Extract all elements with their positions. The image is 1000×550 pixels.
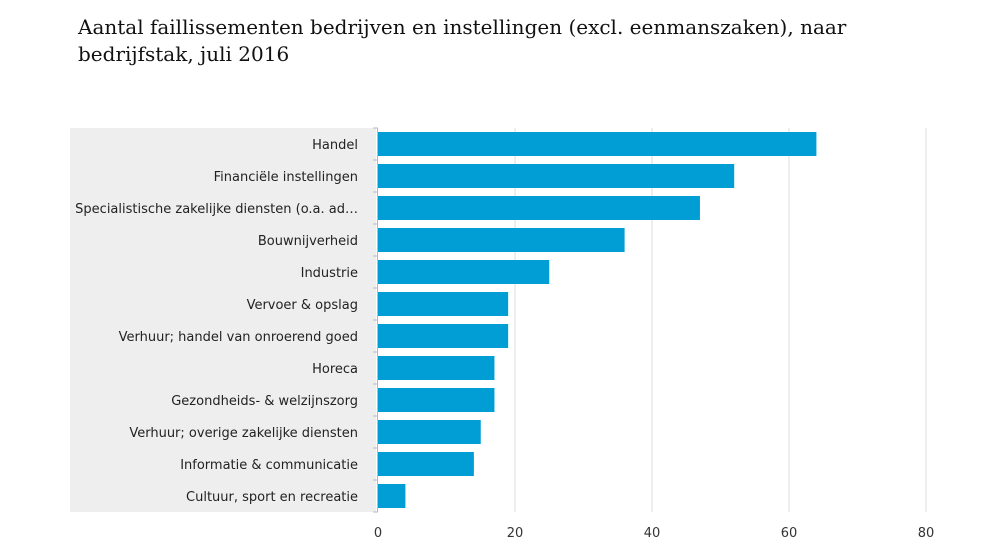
category-label-panel xyxy=(70,128,376,512)
category-label: Cultuur, sport en recreatie xyxy=(186,490,358,505)
category-label: Specialistische zakelijke diensten (o.a.… xyxy=(75,202,358,217)
x-tick-label: 0 xyxy=(374,526,382,541)
bar xyxy=(378,388,495,412)
category-label: Vervoer & opslag xyxy=(247,298,358,313)
bar xyxy=(378,324,509,348)
category-label: Verhuur; handel van onroerend goed xyxy=(119,330,358,345)
bar xyxy=(378,164,735,188)
x-axis: 0 20 40 60 80 xyxy=(374,526,934,541)
bars xyxy=(378,132,817,508)
category-label: Financiële instellingen xyxy=(214,170,358,185)
x-tick-label: 80 xyxy=(918,526,935,541)
x-tick-label: 20 xyxy=(507,526,524,541)
grid-lines xyxy=(373,127,927,513)
category-label: Gezondheids- & welzijnszorg xyxy=(171,394,358,409)
x-tick-label: 60 xyxy=(781,526,798,541)
bar xyxy=(378,420,481,444)
bar xyxy=(378,260,550,284)
bar xyxy=(378,196,700,220)
category-label: Handel xyxy=(312,138,358,153)
category-label: Verhuur; overige zakelijke diensten xyxy=(129,426,358,441)
category-labels: Handel Financiële instellingen Specialisti… xyxy=(75,138,358,505)
category-label: Bouwnijverheid xyxy=(258,234,358,249)
category-label: Industrie xyxy=(301,266,358,281)
bar xyxy=(378,132,817,156)
category-label: Horeca xyxy=(312,362,358,377)
bar xyxy=(378,484,406,508)
category-label: Informatie & communicatie xyxy=(180,458,358,473)
bar xyxy=(378,292,509,316)
chart-title: Aantal faillissementen bedrijven en inst… xyxy=(78,15,847,66)
bar xyxy=(378,452,474,476)
bar xyxy=(378,228,625,252)
bar xyxy=(378,356,495,380)
x-tick-label: 40 xyxy=(644,526,661,541)
